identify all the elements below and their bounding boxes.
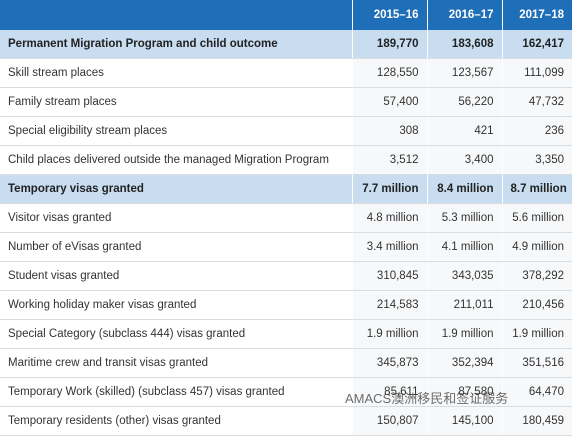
cell-value: 5.6 million bbox=[501, 203, 572, 233]
cell-value: 3,400 bbox=[426, 145, 502, 175]
cell-value: 3.4 million bbox=[351, 232, 427, 262]
row: Temporary Work (skilled) (subclass 457) … bbox=[0, 377, 572, 407]
cell-value: 123,567 bbox=[426, 58, 502, 88]
cell-value: 421 bbox=[426, 116, 502, 146]
row-label: Temporary visas granted bbox=[0, 174, 352, 204]
row-label: Temporary residents (other) visas grante… bbox=[0, 406, 352, 436]
cell-value: 145,100 bbox=[426, 406, 502, 436]
cell-value: 1.9 million bbox=[426, 319, 502, 349]
cell-value: 343,035 bbox=[426, 261, 502, 291]
row: Child places delivered outside the manag… bbox=[0, 145, 572, 175]
cell-value: 183,608 bbox=[426, 30, 502, 59]
cell-value: 4.1 million bbox=[426, 232, 502, 262]
table-body: Permanent Migration Program and child ou… bbox=[0, 30, 572, 436]
row: Special eligibility stream places 308 421 2… bbox=[0, 116, 572, 146]
cell-value: 7.7 million bbox=[351, 174, 427, 204]
cell-value: 57,400 bbox=[351, 87, 427, 117]
row: Temporary residents (other) visas grante… bbox=[0, 406, 572, 436]
row-label: Family stream places bbox=[0, 87, 352, 117]
cell-value: 214,583 bbox=[351, 290, 427, 320]
section-row: Temporary visas granted 7.7 million 8.4 mi… bbox=[0, 174, 572, 204]
row: Special Category (subclass 444) visas gr… bbox=[0, 319, 572, 349]
cell-value: 85,611 bbox=[351, 377, 427, 407]
header-cell bbox=[0, 0, 352, 30]
cell-value: 180,459 bbox=[501, 406, 572, 436]
cell-value: 3,512 bbox=[351, 145, 427, 175]
row-label: Special eligibility stream places bbox=[0, 116, 352, 146]
cell-value: 210,456 bbox=[501, 290, 572, 320]
cell-value: 1.9 million bbox=[351, 319, 427, 349]
row: Student visas granted 310,845 343,035 378,2… bbox=[0, 261, 572, 291]
cell-value: 8.7 million bbox=[501, 174, 572, 204]
cell-value: 345,873 bbox=[351, 348, 427, 378]
cell-value: 111,099 bbox=[501, 58, 572, 88]
row-label: Skill stream places bbox=[0, 58, 352, 88]
cell-value: 352,394 bbox=[426, 348, 502, 378]
row: Family stream places 57,400 56,220 47,732 bbox=[0, 87, 572, 117]
cell-value: 162,417 bbox=[501, 30, 572, 59]
row-label: Student visas granted bbox=[0, 261, 352, 291]
cell-value: 128,550 bbox=[351, 58, 427, 88]
column-header: 2015–16 bbox=[351, 0, 427, 30]
column-header: 2017–18 bbox=[501, 0, 572, 30]
cell-value: 189,770 bbox=[351, 30, 427, 59]
cell-value: 351,516 bbox=[501, 348, 572, 378]
row-label: Working holiday maker visas granted bbox=[0, 290, 352, 320]
row: Working holiday maker visas granted 214,5… bbox=[0, 290, 572, 320]
cell-value: 8.4 million bbox=[426, 174, 502, 204]
row-label: Permanent Migration Program and child ou… bbox=[0, 30, 352, 59]
cell-value: 150,807 bbox=[351, 406, 427, 436]
cell-value: 4.8 million bbox=[351, 203, 427, 233]
cell-value: 310,845 bbox=[351, 261, 427, 291]
cell-value: 308 bbox=[351, 116, 427, 146]
cell-value: 378,292 bbox=[501, 261, 572, 291]
row: Skill stream places 128,550 123,567 111,099 bbox=[0, 58, 572, 88]
row-label: Visitor visas granted bbox=[0, 203, 352, 233]
row: Number of eVisas granted 3.4 million 4.1 m… bbox=[0, 232, 572, 262]
cell-value: 3,350 bbox=[501, 145, 572, 175]
cell-value: 1.9 million bbox=[501, 319, 572, 349]
row-label: Number of eVisas granted bbox=[0, 232, 352, 262]
cell-value: 87,580 bbox=[426, 377, 502, 407]
cell-value: 64,470 bbox=[501, 377, 572, 407]
cell-value: 211,011 bbox=[426, 290, 502, 320]
cell-value: 5.3 million bbox=[426, 203, 502, 233]
header-row: 2015–16 2016–17 2017–18 bbox=[0, 0, 572, 30]
column-header: 2016–17 bbox=[426, 0, 502, 30]
section-row: Permanent Migration Program and child ou… bbox=[0, 30, 572, 59]
row-label: Child places delivered outside the manag… bbox=[0, 145, 352, 175]
row: Visitor visas granted 4.8 million 5.3 mill… bbox=[0, 203, 572, 233]
cell-value: 4.9 million bbox=[501, 232, 572, 262]
row-label: Temporary Work (skilled) (subclass 457) … bbox=[0, 377, 352, 407]
cell-value: 47,732 bbox=[501, 87, 572, 117]
cell-value: 56,220 bbox=[426, 87, 502, 117]
row-label: Maritime crew and transit visas granted bbox=[0, 348, 352, 378]
watermark: AMACS澳洲移民和签证服务 bbox=[345, 391, 509, 406]
row: Maritime crew and transit visas granted 3… bbox=[0, 348, 572, 378]
row-label: Special Category (subclass 444) visas gr… bbox=[0, 319, 352, 349]
cell-value: 236 bbox=[501, 116, 572, 146]
